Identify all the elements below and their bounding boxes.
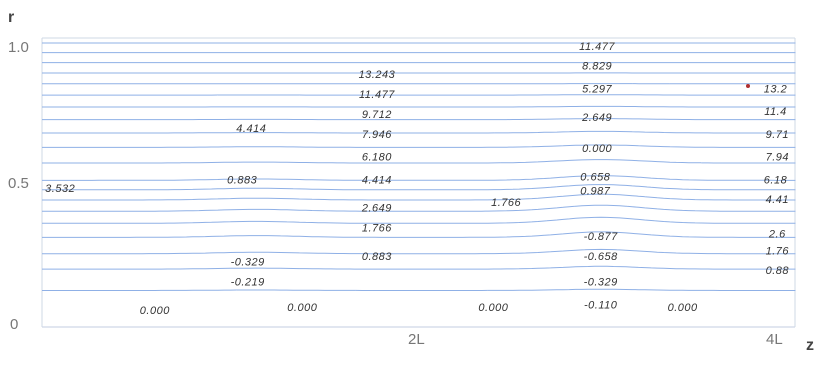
contour-line <box>42 265 796 270</box>
contour-value-label: 2.6 <box>768 228 786 240</box>
contour-line <box>42 105 796 108</box>
contour-value-label: 0.88 <box>766 265 790 277</box>
contour-value-label: 5.297 <box>582 83 612 95</box>
contour-value-label: 9.71 <box>766 129 789 141</box>
contour-value-label: 8.829 <box>582 61 612 73</box>
contour-value-label: 4.41 <box>766 194 789 206</box>
contour-line <box>42 216 796 224</box>
contour-value-label: -0.658 <box>584 251 619 263</box>
contour-value-label: 0.883 <box>362 251 392 263</box>
contour-value-label: -0.329 <box>231 257 265 269</box>
contour-value-label: 11.4 <box>764 106 787 118</box>
y-tick-label: 0.5 <box>8 175 29 192</box>
contour-value-label: 3.532 <box>45 183 75 195</box>
y-tick-label: 0 <box>10 316 18 333</box>
x-axis-label: z <box>806 337 814 354</box>
contour-value-label: 1.766 <box>491 197 521 209</box>
contour-value-label: 13.2 <box>764 83 787 95</box>
contour-line <box>42 159 796 164</box>
x-tick-label: 4L <box>766 331 783 348</box>
contour-value-label: 13.243 <box>359 69 396 81</box>
contour-value-label: 4.414 <box>362 174 392 186</box>
contour-line <box>42 175 796 181</box>
contour-value-label: 0.883 <box>227 174 257 186</box>
contour-value-label: 0.000 <box>478 302 508 314</box>
contour-value-label: 0.987 <box>580 186 610 198</box>
contour-line <box>42 288 796 291</box>
contour-value-label: 4.414 <box>236 123 266 135</box>
contour-value-label: 11.477 <box>579 41 615 53</box>
y-tick-label: 1.0 <box>8 39 29 56</box>
contour-value-label: 6.18 <box>764 174 788 186</box>
contour-value-label: 0.000 <box>668 302 698 314</box>
contour-labels: 13.243 11.477 9.712 7.946 6.180 4.414 2.649 1.7… <box>45 41 789 317</box>
contour-value-label: -0.329 <box>584 277 618 289</box>
contour-line <box>42 118 796 121</box>
contour-line <box>42 184 796 191</box>
contour-value-label: 2.649 <box>361 203 392 215</box>
contour-line <box>42 144 796 148</box>
x-tick-label: 2L <box>408 331 425 348</box>
y-axis-label: r <box>8 9 14 26</box>
contour-value-label: 1.766 <box>362 223 392 235</box>
contour-value-label: 0.000 <box>287 302 317 314</box>
contour-value-label: 9.712 <box>362 109 392 121</box>
contour-value-label: -0.110 <box>584 299 618 311</box>
x-axis: 2L 4L z <box>408 331 814 354</box>
contour-value-label: 7.94 <box>766 152 789 164</box>
contour-value-label: -0.877 <box>584 231 619 243</box>
marker-dot <box>746 84 750 88</box>
contour-value-label: 6.180 <box>362 152 392 164</box>
contour-value-label: 11.477 <box>359 89 395 101</box>
contour-value-label: 0.000 <box>140 305 170 317</box>
contour-line <box>42 248 796 255</box>
contour-value-label: 2.649 <box>581 112 612 124</box>
contour-line <box>42 231 796 238</box>
contour-value-label: -0.219 <box>231 277 265 289</box>
contour-value-label: 1.76 <box>766 245 790 257</box>
contour-line <box>42 193 796 201</box>
contour-value-label: 7.946 <box>362 129 392 141</box>
y-axis: r 1.0 0.5 0 <box>8 9 29 333</box>
contour-lines <box>42 42 796 291</box>
contour-line <box>42 130 796 134</box>
contour-line <box>42 204 796 212</box>
contour-value-label: 0.000 <box>582 143 612 155</box>
contour-value-label: 0.658 <box>580 172 610 184</box>
